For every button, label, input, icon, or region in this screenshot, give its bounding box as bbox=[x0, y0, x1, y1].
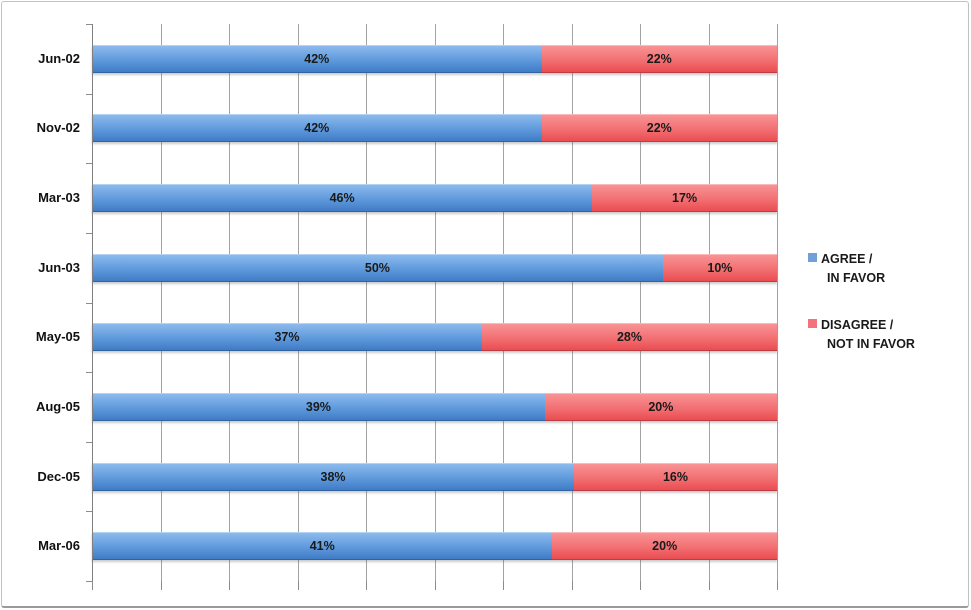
y-axis-line bbox=[92, 24, 93, 581]
category-label: Mar-06 bbox=[38, 538, 80, 554]
legend: AGREE / IN FAVOR DISAGREE / NOT IN FAVOR bbox=[808, 250, 915, 382]
y-axis-tick bbox=[86, 24, 92, 25]
legend-marker-icon bbox=[808, 319, 817, 328]
bar-segment-disagree: 16% bbox=[574, 462, 777, 491]
bar-row: 50% 10% bbox=[92, 253, 777, 282]
gridline bbox=[708, 24, 710, 581]
bar-segment-disagree: 20% bbox=[552, 532, 777, 561]
data-label-agree: 42% bbox=[304, 121, 330, 136]
x-axis-tick bbox=[229, 581, 230, 590]
x-axis-tick bbox=[503, 581, 504, 590]
x-axis-tick bbox=[640, 581, 641, 590]
bar-segment-disagree: 28% bbox=[481, 323, 777, 352]
gridline bbox=[503, 24, 504, 581]
gridline bbox=[366, 24, 367, 581]
data-label-agree: 50% bbox=[364, 260, 390, 275]
bar-segment-disagree: 10% bbox=[662, 253, 777, 282]
y-axis-tick bbox=[86, 511, 92, 513]
x-axis-tick bbox=[777, 581, 778, 590]
category-label: Aug-05 bbox=[35, 398, 80, 414]
bar-row: 39% 20% bbox=[92, 392, 777, 421]
bar-segment-agree: 38% bbox=[92, 462, 575, 491]
data-label-disagree: 20% bbox=[652, 539, 678, 554]
legend-label: DISAGREE / NOT IN FAVOR bbox=[821, 316, 915, 354]
y-axis-tick bbox=[86, 232, 92, 234]
legend-label-line2: NOT IN FAVOR bbox=[827, 337, 915, 351]
data-label-agree: 42% bbox=[304, 51, 330, 66]
category-label: Jun-03 bbox=[38, 259, 80, 275]
bar-row: 37% 28% bbox=[92, 323, 777, 352]
legend-label-line1: DISAGREE / bbox=[821, 318, 894, 332]
x-axis-tick bbox=[571, 581, 573, 590]
legend-item-disagree: DISAGREE / NOT IN FAVOR bbox=[808, 316, 915, 354]
bar-row: 38% 16% bbox=[92, 462, 777, 491]
y-axis-tick bbox=[86, 163, 92, 165]
bar-segment-agree: 39% bbox=[92, 392, 545, 421]
legend-marker-icon bbox=[808, 253, 817, 262]
category-label: Nov-02 bbox=[36, 120, 80, 136]
bar-row: 46% 17% bbox=[92, 184, 777, 213]
legend-label-line1: AGREE / bbox=[821, 252, 873, 266]
y-axis-tick bbox=[86, 302, 92, 304]
data-label-disagree: 22% bbox=[646, 51, 672, 66]
bar-row: 41% 20% bbox=[92, 532, 777, 561]
data-label-disagree: 16% bbox=[662, 469, 689, 484]
data-label-agree: 39% bbox=[305, 399, 331, 414]
gridline bbox=[229, 24, 230, 581]
bar-segment-agree: 41% bbox=[92, 532, 553, 561]
gridline bbox=[297, 24, 299, 581]
x-axis-tick bbox=[297, 581, 299, 590]
gridline bbox=[160, 24, 162, 581]
data-label-agree: 46% bbox=[329, 191, 355, 206]
legend-label: AGREE / IN FAVOR bbox=[821, 250, 885, 288]
y-axis-tick bbox=[86, 372, 92, 374]
bar-segment-agree: 46% bbox=[92, 184, 593, 213]
y-axis-tick bbox=[86, 441, 92, 443]
x-axis-tick bbox=[160, 581, 162, 590]
gridline bbox=[640, 24, 641, 581]
bar-segment-agree: 42% bbox=[92, 44, 542, 73]
gridline bbox=[434, 24, 436, 581]
bar-segment-disagree: 22% bbox=[541, 44, 777, 73]
gridline bbox=[571, 24, 573, 581]
data-label-disagree: 28% bbox=[616, 330, 642, 345]
data-label-disagree: 10% bbox=[707, 260, 733, 275]
plot-area: 42% 22% 42% 22% 46% 17% 50% 10% 37% 28% 39% 20% 38% 1… bbox=[86, 24, 778, 590]
bar-segment-disagree: 20% bbox=[544, 392, 777, 421]
data-label-agree: 41% bbox=[309, 539, 335, 554]
bar-segment-disagree: 17% bbox=[592, 184, 777, 213]
x-axis-tick bbox=[434, 581, 436, 590]
category-label: Mar-03 bbox=[38, 190, 80, 206]
data-label-disagree: 17% bbox=[672, 191, 698, 206]
gridline bbox=[777, 24, 778, 581]
category-label: Dec-05 bbox=[37, 468, 80, 484]
y-axis-tick bbox=[86, 581, 92, 582]
data-label-disagree: 22% bbox=[646, 121, 672, 136]
x-axis-tick bbox=[708, 581, 710, 590]
category-label: Jun-02 bbox=[38, 50, 80, 66]
x-axis-tick bbox=[92, 581, 93, 590]
bar-segment-agree: 37% bbox=[92, 323, 482, 352]
bar-segment-agree: 50% bbox=[92, 253, 663, 282]
bar-segment-disagree: 22% bbox=[541, 114, 777, 143]
legend-item-agree: AGREE / IN FAVOR bbox=[808, 250, 915, 288]
legend-label-line2: IN FAVOR bbox=[827, 271, 886, 285]
bar-row: 42% 22% bbox=[92, 44, 777, 73]
bar-segment-agree: 42% bbox=[92, 114, 542, 143]
y-axis-tick bbox=[86, 93, 92, 95]
data-label-disagree: 20% bbox=[648, 399, 674, 414]
x-axis-tick bbox=[366, 581, 367, 590]
bar-row: 42% 22% bbox=[92, 114, 777, 143]
category-label: May-05 bbox=[35, 329, 80, 345]
data-label-agree: 37% bbox=[274, 330, 300, 345]
data-label-agree: 38% bbox=[320, 469, 346, 484]
